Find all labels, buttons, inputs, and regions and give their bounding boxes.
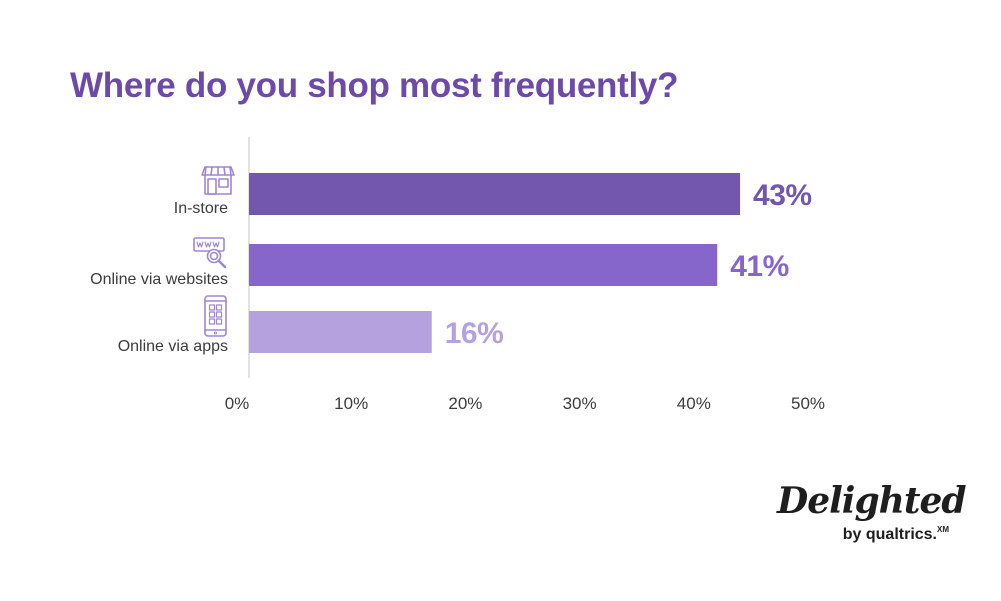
bar-0	[249, 173, 741, 215]
website-search-icon	[193, 237, 227, 269]
brand-byline-mark: XM	[937, 525, 949, 534]
value-label-2: 16%	[445, 317, 504, 350]
bar-1	[249, 244, 718, 286]
bar-2	[249, 311, 432, 353]
x-tick-label-5: 50%	[791, 394, 825, 413]
category-label-0: In-store	[174, 200, 228, 217]
value-label-0: 43%	[753, 179, 812, 212]
x-tick-label-3: 30%	[563, 394, 597, 413]
x-tick-labels: 0% 10% 20% 30% 40% 50%	[225, 394, 825, 413]
x-tick-label-0: 0%	[225, 394, 250, 413]
x-tick-label-4: 40%	[677, 394, 711, 413]
x-tick-label-1: 10%	[334, 394, 368, 413]
value-labels: 43% 41% 16%	[445, 179, 812, 350]
x-tick-label-2: 20%	[448, 394, 482, 413]
brand-name: Delighted	[777, 480, 967, 522]
chart-title: Where do you shop most frequently?	[70, 66, 679, 105]
value-label-1: 41%	[730, 250, 789, 283]
brand-byline-text: by qualtrics.	[842, 526, 937, 543]
category-label-1: Online via websites	[90, 271, 228, 288]
delighted-logo: Delighted by qualtrics.XM	[775, 480, 967, 550]
category-label-2: Online via apps	[118, 338, 228, 355]
mobile-app-icon	[204, 295, 227, 337]
category-labels: In-store Online via websites Online via ap…	[90, 200, 228, 355]
category-icons	[193, 166, 235, 337]
storefront-icon	[201, 166, 235, 195]
brand-byline: by qualtrics.XM	[842, 525, 949, 544]
bars	[249, 173, 741, 353]
